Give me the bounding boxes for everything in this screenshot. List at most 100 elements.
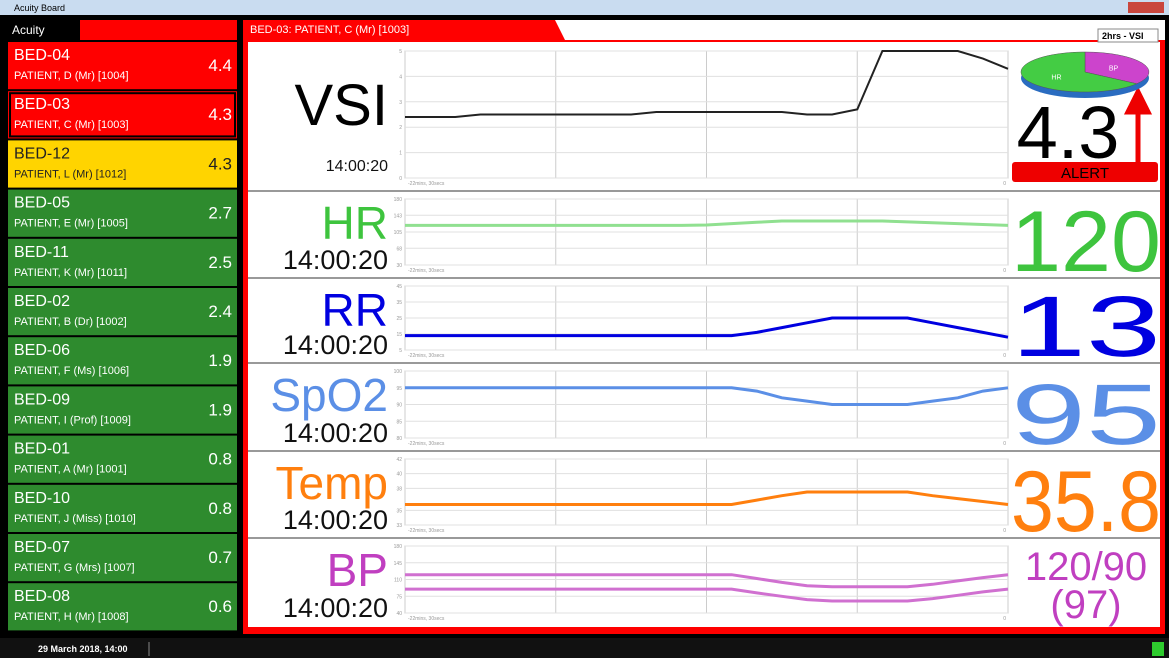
vital-line [405,50,1009,118]
range-select-text[interactable]: 2hrs - VSI [1102,31,1144,41]
bed-row[interactable] [8,534,237,582]
y-tick-label: 0 [399,176,402,182]
bed-score: 2.4 [208,302,232,321]
pie-slice [1020,51,1138,93]
bed-row[interactable] [8,386,237,434]
bed-score: 2.7 [208,204,232,223]
x-end-label: 0 [1003,616,1006,622]
vital-name: VSI [295,73,389,138]
window-title: Acuity Board [14,3,65,13]
bed-score: 1.9 [208,351,232,370]
detail-title: BED-03: PATIENT, C (Mr) [1003] [250,24,409,36]
bed-row[interactable] [8,140,237,188]
y-tick-label: 68 [396,246,402,252]
vital-value-mean: (97) [1050,583,1121,627]
y-tick-label: 40 [396,472,402,478]
vital-line [405,587,1009,603]
alert-box [1012,162,1158,182]
bed-patient: PATIENT, D (Mr) [1004] [14,70,129,82]
vital-line [405,573,1009,589]
close-button[interactable] [1128,2,1164,13]
x-start-label: -22mins, 30secs [408,441,445,447]
bed-name: BED-08 [14,588,70,605]
y-tick-label: 35 [396,300,402,306]
bed-row[interactable] [8,288,237,336]
y-tick-label: 35 [396,508,402,514]
y-tick-label: 33 [396,523,402,529]
bed-name: BED-07 [14,539,70,556]
vital-line [405,219,1009,227]
status-datetime: 29 March 2018, 14:00 [38,644,128,654]
bed-row[interactable] [8,484,237,532]
trend-arrow [1123,86,1153,163]
vital-value: 35.8 [1011,454,1161,550]
y-tick-label: 85 [396,419,402,425]
y-tick-label: 40 [396,611,402,617]
bed-selected-outline [9,92,236,138]
y-tick-label: 180 [394,544,403,550]
pie-label: HR [1051,75,1061,82]
bed-name: BED-01 [14,441,70,458]
y-tick-label: 4 [399,74,402,80]
y-tick-label: 45 [396,284,402,290]
bed-row[interactable] [8,238,237,286]
vital-line [405,316,1009,339]
y-tick-label: 143 [394,213,403,219]
bed-name: BED-11 [14,244,69,261]
bed-name: BED-02 [14,293,70,310]
sidebar-header-strip [80,20,237,40]
y-tick-label: 5 [399,49,402,55]
y-tick-label: 15 [396,332,402,338]
pie-slice [1084,51,1150,85]
alert-text: ALERT [1061,165,1109,182]
status-bar [0,638,1169,658]
range-select[interactable] [1097,28,1159,43]
bed-row[interactable] [8,91,237,139]
bed-name: BED-03 [14,96,70,113]
tab-gap [555,20,1165,40]
status-indicator [1152,642,1164,656]
bed-row[interactable] [8,189,237,237]
vital-time: 14:00:20 [283,505,388,535]
x-end-label: 0 [1003,528,1006,534]
x-start-label: -22mins, 30secs [408,268,445,274]
y-tick-label: 145 [394,561,403,567]
vital-name: BP [327,544,388,596]
y-tick-label: 3 [399,100,402,106]
bed-patient: PATIENT, E (Mr) [1005] [14,218,128,230]
x-end-label: 0 [1003,441,1006,447]
vital-value: 120/90 [1025,545,1147,589]
bed-name: BED-09 [14,391,70,408]
bed-score: 4.3 [208,105,232,124]
bed-score: 4.3 [208,154,232,173]
vital-line [405,386,1009,406]
bed-patient: PATIENT, I (Prof) [1009] [14,414,131,426]
bed-patient: PATIENT, B (Dr) [1002] [14,316,127,328]
bed-row[interactable] [8,435,237,483]
vital-value: 4.3 [1017,91,1120,174]
vital-name: HR [322,197,388,249]
x-start-label: -22mins, 30secs [408,181,445,187]
bed-patient: PATIENT, K (Mr) [1011] [14,267,127,279]
bed-row[interactable] [8,42,237,90]
bed-score: 4.4 [208,56,232,75]
vital-time: 14:00:20 [283,245,388,275]
bed-score: 0.6 [208,597,232,616]
bed-patient: PATIENT, H (Mr) [1008] [14,611,129,623]
x-start-label: -22mins, 30secs [408,353,445,359]
vital-time: 14:00:20 [283,593,388,623]
bed-row[interactable] [8,583,237,631]
title-bar [0,0,1169,15]
bed-name: BED-05 [14,195,70,212]
bed-patient: PATIENT, G (Mrs) [1007] [14,562,135,574]
bed-score: 0.8 [208,499,232,518]
vital-value: 95 [1011,367,1161,463]
vital-name: SpO2 [270,369,388,421]
y-tick-label: 1 [399,151,402,157]
bed-name: BED-06 [14,342,70,359]
bed-row[interactable] [8,337,237,385]
y-tick-label: 90 [396,403,402,409]
bed-patient: PATIENT, J (Miss) [1010] [14,513,136,525]
y-tick-label: 95 [396,386,402,392]
y-tick-label: 2 [399,125,402,131]
